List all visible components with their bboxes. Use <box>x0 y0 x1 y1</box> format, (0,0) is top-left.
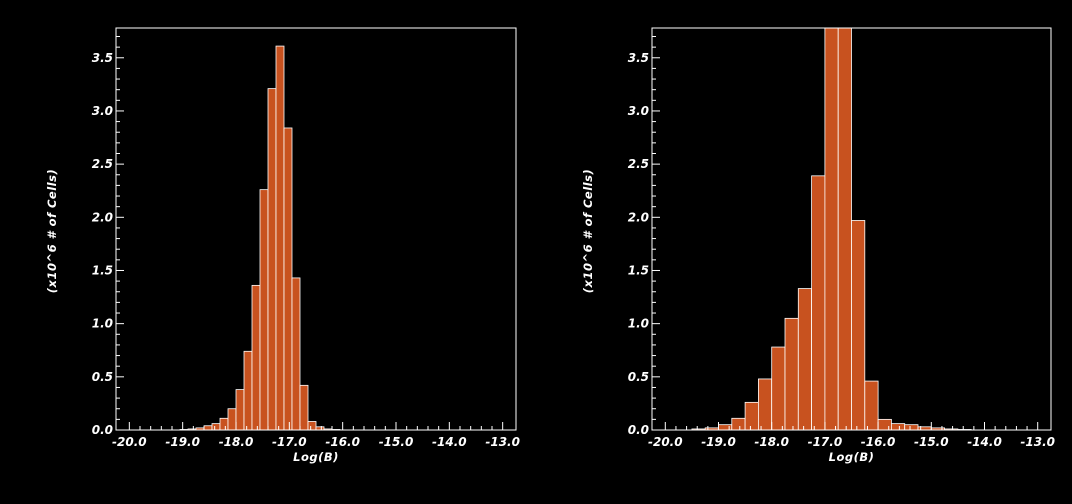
x-tick-label: -15.0 <box>914 435 949 449</box>
histogram-bar <box>731 417 746 431</box>
plot-frame <box>651 27 1052 431</box>
x-tick-label: -13.0 <box>1020 435 1055 449</box>
y-tick-label: 1.0 <box>92 317 113 331</box>
histogram-bar <box>267 88 277 431</box>
histogram-bar <box>259 189 269 431</box>
y-tick-label: 1.5 <box>628 263 649 277</box>
y-tick-label: 3.5 <box>92 51 113 65</box>
histogram-bar <box>891 423 906 431</box>
histogram-bar <box>307 421 317 431</box>
y-tick-label: 2.5 <box>628 157 649 171</box>
histogram-bar <box>744 401 759 431</box>
y-axis-title: (x10^6 # of Cells) <box>45 169 59 293</box>
histogram-bar <box>718 424 733 431</box>
x-tick-label: -14.0 <box>432 435 467 449</box>
y-tick-label: 2.5 <box>92 157 113 171</box>
histogram-bar <box>211 423 221 431</box>
x-tick-label: -20.0 <box>112 435 147 449</box>
histogram-bar <box>275 45 285 431</box>
histogram-bar <box>784 317 799 431</box>
y-tick-label: 0.5 <box>628 370 649 384</box>
histogram-bar <box>824 27 839 431</box>
y-tick-label: 1.0 <box>628 317 649 331</box>
chart-panel-2: 0.0 0.5 1.0 1.5 2.0 2.5 3.0 3.5 -20.0 -19.0 -18.0 -… <box>581 27 1055 464</box>
histogram-bar <box>203 425 213 431</box>
y-tick-label: 1.5 <box>92 263 113 277</box>
x-tick-label: -17.0 <box>272 435 307 449</box>
x-tick-label: -19.0 <box>165 435 200 449</box>
histogram-bar <box>904 424 919 431</box>
y-tick-label: 3.0 <box>628 104 649 118</box>
x-tick-label: -18.0 <box>754 435 789 449</box>
x-axis-title: Log(B) <box>829 450 875 464</box>
histogram-bar <box>291 277 301 431</box>
histogram-bar <box>877 418 892 431</box>
y-axis-title: (x10^6 # of Cells) <box>581 169 595 293</box>
y-tick-label: 0.0 <box>628 423 649 437</box>
x-tick-label: -16.0 <box>325 435 360 449</box>
y-tick-label: 0.5 <box>92 370 113 384</box>
x-tick-label: -19.0 <box>701 435 736 449</box>
y-tick-label: 3.0 <box>92 104 113 118</box>
histogram-bar <box>227 408 237 431</box>
chart-panel-1: 0.0 0.5 1.0 1.5 2.0 2.5 3.0 3.5 -20.0 -19.0 -18.0 -… <box>45 27 520 464</box>
histogram-bar <box>811 175 826 431</box>
histogram-bar <box>851 220 866 431</box>
plot-frame <box>115 27 517 431</box>
histogram-bar <box>797 288 812 431</box>
histogram-bar <box>771 346 786 431</box>
x-tick-label: -20.0 <box>648 435 683 449</box>
histogram-bar <box>243 350 253 431</box>
y-tick-label: 0.0 <box>92 423 113 437</box>
histogram-bar <box>758 378 773 431</box>
histogram-bar <box>837 27 852 431</box>
x-tick-label: -14.0 <box>967 435 1002 449</box>
histogram-bar <box>235 389 245 431</box>
x-tick-label: -17.0 <box>808 435 843 449</box>
histogram-bar <box>219 417 229 431</box>
x-tick-label: -15.0 <box>379 435 414 449</box>
histogram-bar <box>251 284 261 431</box>
y-tick-label: 2.0 <box>628 210 649 224</box>
x-tick-label: -18.0 <box>219 435 254 449</box>
x-tick-label: -16.0 <box>861 435 896 449</box>
y-tick-label: 2.0 <box>92 210 113 224</box>
histogram-bar <box>864 380 879 431</box>
histogram-bar <box>299 384 309 431</box>
x-tick-label: -13.0 <box>485 435 520 449</box>
x-axis-title: Log(B) <box>293 450 339 464</box>
histogram-bar <box>283 127 293 431</box>
y-tick-label: 3.5 <box>628 51 649 65</box>
